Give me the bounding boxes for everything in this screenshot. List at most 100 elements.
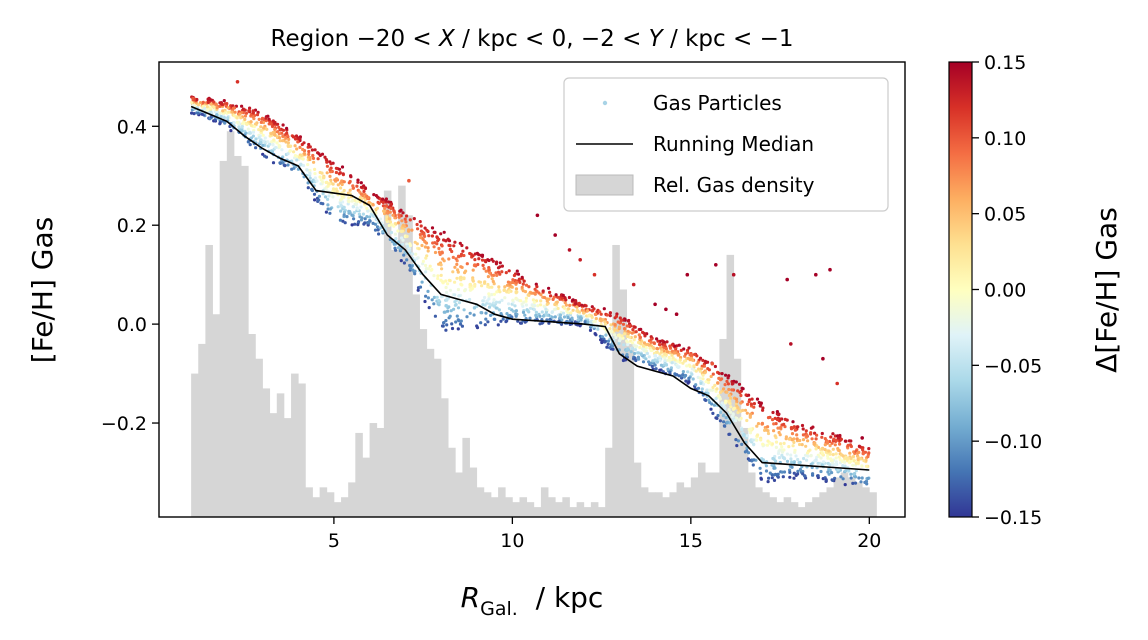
gas-particle-point [448,279,452,283]
gas-particle-point [459,319,463,323]
gas-particle-point [226,116,230,120]
density-bar [291,373,299,517]
gas-particle-point [206,108,210,112]
gas-particle-point [644,357,648,361]
density-bar [205,244,213,517]
gas-particle-point [471,278,475,282]
gas-particle-point [308,176,312,180]
gas-particle-point [363,198,367,202]
gas-particle-point [436,274,440,278]
gas-particle-point [432,274,436,278]
density-bar [333,502,342,517]
gas-particle-point [681,370,686,374]
gas-particle-point [630,341,635,345]
gas-particle-point [446,309,450,313]
gas-particle-point [340,182,344,187]
gas-particle-point [757,400,761,405]
gas-particle-point [240,125,244,129]
gas-particle-point [445,323,449,327]
gas-particle-point [377,232,381,236]
gas-particle-point [278,136,282,140]
gas-particle-point [777,456,782,460]
gas-particle-point [292,150,296,154]
gas-particle-point [281,139,285,143]
gas-particle-point [263,136,267,140]
density-bar [405,215,413,517]
gas-particle-point [384,197,388,201]
gas-particle-point [463,288,468,292]
gas-particle-point [418,220,422,224]
gas-particle-point [801,433,806,437]
gas-particle-point [690,372,694,376]
gas-particle-point [811,472,815,476]
gas-particle-point [444,319,448,323]
gas-particle-point [497,308,501,312]
gas-particle-point [393,222,397,226]
gas-particle-point [342,213,346,217]
gas-particle-point [599,312,603,316]
density-bar [762,492,770,517]
gas-particle-point [494,271,498,275]
gas-particle-point [852,472,856,476]
colorbar-gradient [948,61,973,518]
gas-particle-point [195,97,199,102]
gas-particle-point [484,317,488,321]
gas-particle-point [819,469,823,474]
gas-particle-point [225,102,229,106]
gas-particle-point [718,419,723,423]
gas-particle-point [257,136,261,140]
gas-particle-point [613,328,617,332]
gas-particle-point [287,137,291,141]
gas-particle-point [413,240,417,244]
gas-particle-point [766,439,770,443]
gas-particle-point [834,456,838,460]
gas-particle-outlier [789,342,793,346]
gas-particle-point [338,218,342,222]
gas-particle-point [706,367,710,371]
gas-particle-point [770,418,775,422]
gas-particle-point [773,434,777,438]
gas-particle-point [273,133,277,137]
density-bar [376,427,385,517]
gas-particle-point [283,164,287,168]
density-bar [605,447,613,517]
gas-particle-point [794,454,798,458]
gas-particle-point [307,152,311,156]
gas-particle-point [489,313,493,317]
gas-particle-point [730,388,734,392]
gas-particle-point [191,96,195,100]
gas-particle-point [778,417,782,421]
gas-particle-point [593,332,597,336]
gas-particle-point [353,222,357,226]
gas-particles-scatter [190,80,871,487]
gas-particle-point [494,300,499,304]
gas-particle-point [617,325,622,329]
gas-particle-point [345,215,349,219]
colorbar-tick-label: 0.05 [984,204,1026,226]
gas-particle-point [212,100,216,104]
gas-particle-point [235,116,239,120]
gas-particle-point [796,457,800,462]
gas-particle-point [613,323,617,327]
gas-particle-point [663,358,667,363]
gas-particle-point [418,285,423,289]
gas-particle-point [720,377,724,381]
gas-particle-point [843,460,847,464]
gas-particle-point [766,425,770,429]
gas-particle-point [633,351,637,356]
density-bar [398,185,406,517]
gas-particle-point [515,269,519,273]
gas-particle-point [486,275,490,279]
gas-particle-point [705,388,709,392]
gas-particle-point [696,386,701,390]
density-bar [755,487,763,517]
gas-particle-point [641,360,646,364]
gas-particle-point [423,226,427,230]
gas-particle-point [262,126,266,130]
gas-particle-point [463,271,467,275]
gas-particle-point [331,195,335,199]
gas-particle-point [495,290,499,294]
gas-particle-point [232,121,236,125]
colorbar-tick-label: −0.05 [984,355,1042,377]
gas-particle-point [711,411,715,415]
